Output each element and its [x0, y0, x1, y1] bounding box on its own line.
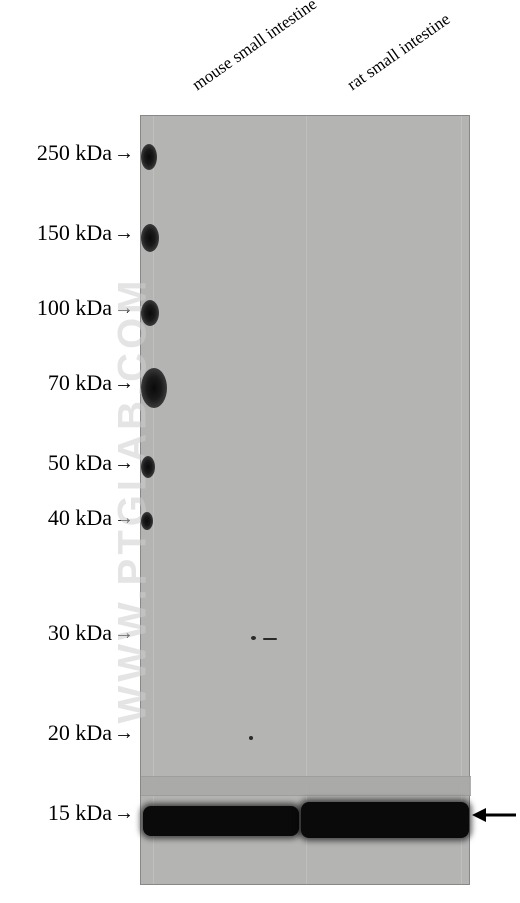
lane-separator	[306, 116, 307, 884]
mw-label-150: 150 kDa→	[37, 220, 134, 246]
blot-membrane: WWW.PTGLAB.COM	[140, 115, 470, 885]
artifact-spot	[251, 636, 256, 640]
arrow-right-icon: →	[114, 622, 134, 645]
marker-blot-150	[141, 224, 159, 252]
arrow-right-icon: →	[114, 452, 134, 475]
arrow-right-icon: →	[114, 372, 134, 395]
mw-label-250: 250 kDa→	[37, 140, 134, 166]
lane-label-1: mouse small intestine	[189, 0, 321, 95]
mw-text: 40 kDa	[48, 505, 112, 531]
marker-blot-40	[141, 512, 153, 530]
result-arrow-icon	[472, 806, 516, 824]
lane-separator	[461, 116, 462, 884]
mw-label-20: 20 kDa→	[48, 720, 134, 746]
mw-label-40: 40 kDa→	[48, 505, 134, 531]
mw-text: 30 kDa	[48, 620, 112, 646]
artifact-spot	[249, 736, 253, 740]
arrow-right-icon: →	[114, 222, 134, 245]
marker-blot-70	[141, 368, 167, 408]
mw-text: 15 kDa	[48, 800, 112, 826]
mw-label-50: 50 kDa→	[48, 450, 134, 476]
mw-text: 70 kDa	[48, 370, 112, 396]
western-blot-figure: mouse small intestine rat small intestin…	[0, 0, 520, 903]
mw-label-30: 30 kDa→	[48, 620, 134, 646]
band-mouse	[143, 806, 299, 836]
mw-text: 150 kDa	[37, 220, 112, 246]
mw-text: 250 kDa	[37, 140, 112, 166]
artifact-streak	[263, 638, 277, 640]
light-band	[141, 776, 471, 796]
mw-label-70: 70 kDa→	[48, 370, 134, 396]
arrow-right-icon: →	[114, 802, 134, 825]
marker-blot-50	[141, 456, 155, 478]
mw-label-15: 15 kDa→	[48, 800, 134, 826]
mw-text: 50 kDa	[48, 450, 112, 476]
marker-blot-100	[141, 300, 159, 326]
arrow-right-icon: →	[114, 722, 134, 745]
lane-labels-group: mouse small intestine rat small intestin…	[140, 0, 470, 110]
band-rat	[301, 802, 469, 838]
arrow-right-icon: →	[114, 507, 134, 530]
lane-label-2: rat small intestine	[344, 9, 454, 95]
mw-text: 20 kDa	[48, 720, 112, 746]
arrow-right-icon: →	[114, 142, 134, 165]
mw-labels-group: 250 kDa→ 150 kDa→ 100 kDa→ 70 kDa→ 50 kD…	[0, 0, 140, 903]
mw-text: 100 kDa	[37, 295, 112, 321]
marker-blot-250	[141, 144, 157, 170]
mw-label-100: 100 kDa→	[37, 295, 134, 321]
arrow-right-icon: →	[114, 297, 134, 320]
